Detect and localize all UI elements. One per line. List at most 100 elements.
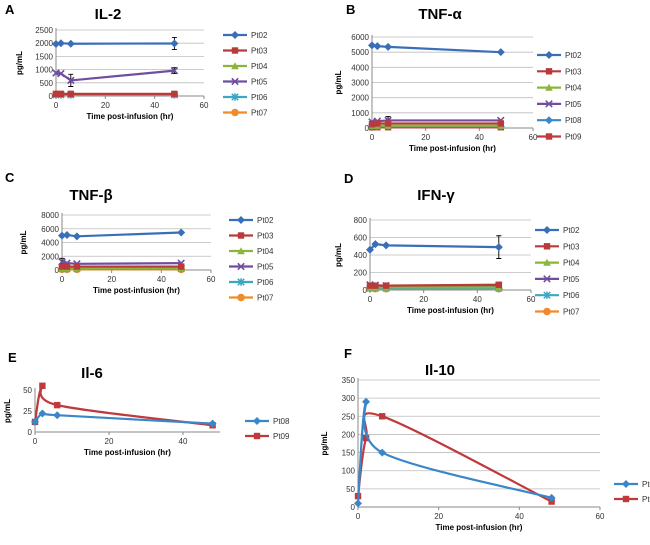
data-point <box>366 245 374 254</box>
legend: Pt02 Pt03 Pt04 Pt05 Pt08 Pt09 <box>537 51 582 142</box>
legend-marker <box>545 51 553 59</box>
legend-label: Pt03 <box>251 47 268 56</box>
legend-label: Pt05 <box>251 78 268 87</box>
data-point <box>382 241 391 250</box>
y-tick-label: 350 <box>342 376 356 385</box>
x-tick-label: 0 <box>60 275 65 284</box>
y-axis-label: pg/mL <box>320 431 329 455</box>
panel-c: C TNF-β 0 2000 4000 6000 8000 0 20 40 60 Time post-… <box>5 170 274 303</box>
x-tick-label: 60 <box>207 275 216 284</box>
y-tick-label: 0 <box>363 286 368 295</box>
x-tick-label: 40 <box>157 275 166 284</box>
data-point <box>66 39 75 48</box>
data-point <box>384 42 393 51</box>
legend-marker <box>545 116 553 125</box>
series-line <box>33 384 213 427</box>
data-point <box>177 228 186 237</box>
series-line <box>371 122 501 126</box>
data-point <box>373 42 382 51</box>
x-tick-label: 0 <box>54 101 59 110</box>
data-point <box>53 411 62 420</box>
series-line <box>34 411 213 425</box>
legend: Pt02 Pt03 Pt04 Pt05 Pt06 Pt07 <box>229 216 274 303</box>
x-tick-label: 60 <box>529 133 538 142</box>
x-tick-label: 0 <box>368 295 373 304</box>
panel-letter: F <box>344 346 352 361</box>
legend-marker <box>543 275 551 283</box>
data-point <box>63 263 71 270</box>
legend-marker <box>237 293 245 302</box>
data-point <box>31 417 39 426</box>
x-tick-label: 60 <box>596 512 605 521</box>
y-tick-label: 400 <box>354 251 368 260</box>
y-tick-label: 3000 <box>351 79 369 88</box>
legend-label: Pt09 <box>273 432 290 441</box>
x-tick-label: 40 <box>515 512 524 521</box>
legend-marker <box>543 258 551 266</box>
y-tick-label: 6000 <box>41 225 59 234</box>
series-pt05 <box>52 66 179 87</box>
series-line <box>55 69 175 82</box>
data-point <box>354 499 362 508</box>
legend-marker <box>231 108 239 117</box>
legend: Pt02 Pt03 Pt04 Pt05 Pt06 Pt07 <box>535 226 580 317</box>
data-point <box>67 90 74 98</box>
legend-marker <box>545 83 553 91</box>
legend-label: Pt07 <box>257 294 274 303</box>
legend: Pt08 Pt09 <box>614 480 650 504</box>
y-axis-label: pg/mL <box>19 230 28 254</box>
data-point <box>57 69 65 78</box>
legend-marker <box>231 93 239 101</box>
series-line <box>370 283 499 287</box>
y-tick-label: 5000 <box>351 48 369 57</box>
y-axis-label: pg/mL <box>334 70 343 94</box>
data-point <box>366 282 374 289</box>
legend-label: Pt09 <box>642 495 650 504</box>
panel-letter: A <box>5 2 15 17</box>
x-tick-label: 0 <box>33 437 38 446</box>
legend-marker <box>237 247 245 255</box>
x-axis-label: Time post-infusion (hr) <box>84 448 171 457</box>
legend-marker <box>231 31 239 39</box>
data-point <box>362 397 371 406</box>
panel-letter: B <box>346 2 355 17</box>
y-tick-label: 1000 <box>351 109 369 118</box>
legend-label: Pt08 <box>273 417 290 426</box>
data-point <box>56 39 65 48</box>
legend-label: Pt07 <box>563 308 580 317</box>
data-point <box>495 281 502 288</box>
legend-label: Pt07 <box>251 109 268 118</box>
x-tick-label: 20 <box>107 275 116 284</box>
x-tick-label: 0 <box>356 512 361 521</box>
data-point <box>58 231 66 240</box>
x-tick-label: 20 <box>419 295 428 304</box>
legend-label: Pt05 <box>565 100 582 109</box>
y-tick-label: 100 <box>342 467 356 476</box>
legend-marker <box>237 232 245 239</box>
panel-letter: C <box>5 170 15 185</box>
legend-label: Pt06 <box>251 93 268 102</box>
y-axis-label: pg/mL <box>334 243 343 267</box>
data-point <box>362 434 370 442</box>
series-pt08 <box>354 397 556 508</box>
legend-marker <box>543 226 551 234</box>
x-tick-label: 20 <box>105 437 114 446</box>
data-point <box>368 121 376 128</box>
y-tick-label: 2000 <box>41 252 59 261</box>
y-tick-label: 4000 <box>351 63 369 72</box>
legend-marker <box>545 68 553 75</box>
panel-d: D IFN-γ 0 200 400 600 800 0 20 40 60 Time post-infu… <box>334 171 580 317</box>
y-tick-label: 2000 <box>351 94 369 103</box>
y-tick-label: 8000 <box>41 211 59 220</box>
series-line <box>371 119 501 124</box>
panel-letter: E <box>8 350 17 365</box>
data-point <box>54 401 61 409</box>
y-tick-label: 4000 <box>41 239 59 248</box>
data-point <box>67 76 75 85</box>
chart-title: TNF-β <box>69 187 112 204</box>
legend-marker <box>543 291 551 299</box>
panel-a: A IL-2 0 500 1000 1500 2000 2500 0 20 40 60 Time pos… <box>5 2 268 121</box>
y-tick-label: 200 <box>342 430 356 439</box>
legend-marker <box>231 62 239 70</box>
